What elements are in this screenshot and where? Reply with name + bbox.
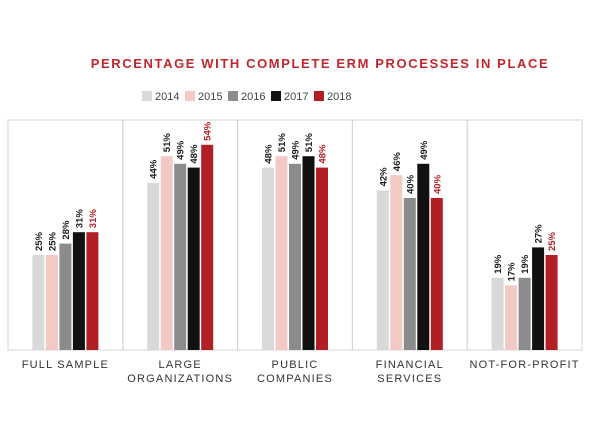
value-label: 49% bbox=[291, 140, 302, 160]
value-label: 31% bbox=[74, 209, 85, 229]
bar-financial-services-2017 bbox=[417, 163, 430, 350]
category-label: FULL SAMPLE bbox=[22, 359, 109, 371]
bar-public-companies-2018 bbox=[316, 167, 328, 350]
bar-not-for-profit-2016 bbox=[518, 277, 531, 350]
legend-swatch-2017 bbox=[271, 91, 281, 101]
value-label: 25% bbox=[34, 231, 45, 251]
legend-swatch-2015 bbox=[185, 91, 195, 101]
value-label: 54% bbox=[203, 121, 214, 141]
value-label: 25% bbox=[547, 231, 558, 251]
bar-not-for-profit-2017 bbox=[532, 247, 545, 350]
legend-label-2014: 2014 bbox=[155, 91, 179, 103]
bar-financial-services-2015 bbox=[390, 175, 403, 350]
bar-full-sample-2015 bbox=[45, 255, 58, 350]
bar-large-organizations-2015 bbox=[160, 156, 173, 350]
legend-swatch-2016 bbox=[228, 91, 238, 101]
legend-swatch-2014 bbox=[142, 91, 152, 101]
bar-full-sample-2017 bbox=[72, 232, 85, 350]
category-label: PUBLIC bbox=[272, 359, 319, 371]
bar-large-organizations-2016 bbox=[174, 163, 187, 350]
category-label: ORGANIZATIONS bbox=[127, 373, 233, 385]
category-label: SERVICES bbox=[377, 373, 442, 385]
category-label: COMPANIES bbox=[257, 373, 333, 385]
bar-not-for-profit-2018 bbox=[545, 255, 558, 350]
value-label: 51% bbox=[304, 133, 315, 153]
legend-swatch-2018 bbox=[314, 91, 324, 101]
bar-financial-services-2016 bbox=[403, 198, 416, 350]
value-label: 28% bbox=[61, 220, 72, 240]
legend-label-2018: 2018 bbox=[327, 91, 351, 103]
value-label: 40% bbox=[432, 174, 443, 194]
bar-public-companies-2014 bbox=[262, 167, 274, 350]
bar-public-companies-2017 bbox=[302, 156, 315, 350]
value-label: 51% bbox=[277, 133, 288, 153]
value-labels: 25% 25%28%31% 31%44%51% 49% 48%54%48%51% 49% 5… bbox=[34, 121, 558, 281]
legend-label-2015: 2015 bbox=[198, 91, 222, 103]
category-labels: FULL SAMPLE LARGE ORGANIZATIONS PUBLIC COMPA… bbox=[22, 359, 579, 385]
value-label: 49% bbox=[176, 140, 187, 160]
legend-label-2017: 2017 bbox=[284, 91, 308, 103]
bar-not-for-profit-2015 bbox=[505, 285, 518, 350]
value-label: 40% bbox=[405, 174, 416, 194]
value-label: 48% bbox=[189, 144, 200, 164]
value-label: 19% bbox=[493, 254, 504, 274]
category-label: FINANCIAL bbox=[376, 359, 444, 371]
value-label: 51% bbox=[162, 133, 173, 153]
value-label: 48% bbox=[264, 144, 275, 164]
value-label: 31% bbox=[88, 209, 99, 229]
bar-full-sample-2014 bbox=[32, 255, 45, 350]
value-label: 48% bbox=[318, 144, 329, 164]
bar-not-for-profit-2014 bbox=[491, 277, 504, 350]
value-label: 25% bbox=[47, 231, 58, 251]
value-label: 44% bbox=[149, 159, 160, 179]
bar-full-sample-2016 bbox=[59, 243, 72, 350]
bar-marks bbox=[32, 144, 558, 350]
bar-public-companies-2015 bbox=[275, 156, 288, 350]
legend-label-2016: 2016 bbox=[241, 91, 265, 103]
bar-financial-services-2014 bbox=[376, 190, 389, 350]
bar-large-organizations-2018 bbox=[201, 144, 214, 350]
category-label: LARGE bbox=[159, 359, 202, 371]
value-label: 46% bbox=[392, 152, 403, 172]
bar-public-companies-2016 bbox=[289, 163, 301, 350]
bar-large-organizations-2017 bbox=[187, 167, 200, 350]
bar-large-organizations-2014 bbox=[147, 182, 160, 350]
category-label: NOT-FOR-PROFIT bbox=[469, 359, 579, 371]
bar-financial-services-2018 bbox=[430, 198, 443, 350]
value-label: 17% bbox=[507, 262, 518, 282]
value-label: 42% bbox=[378, 167, 389, 187]
value-label: 49% bbox=[419, 140, 430, 160]
chart-legend: 2014 2015 2016 2017 2018 bbox=[142, 91, 351, 103]
value-label: 19% bbox=[520, 254, 531, 274]
bar-full-sample-2018 bbox=[86, 232, 99, 350]
chart-title: PERCENTAGE WITH COMPLETE ERM PROCESSES I… bbox=[91, 56, 550, 71]
value-label: 27% bbox=[534, 224, 545, 244]
